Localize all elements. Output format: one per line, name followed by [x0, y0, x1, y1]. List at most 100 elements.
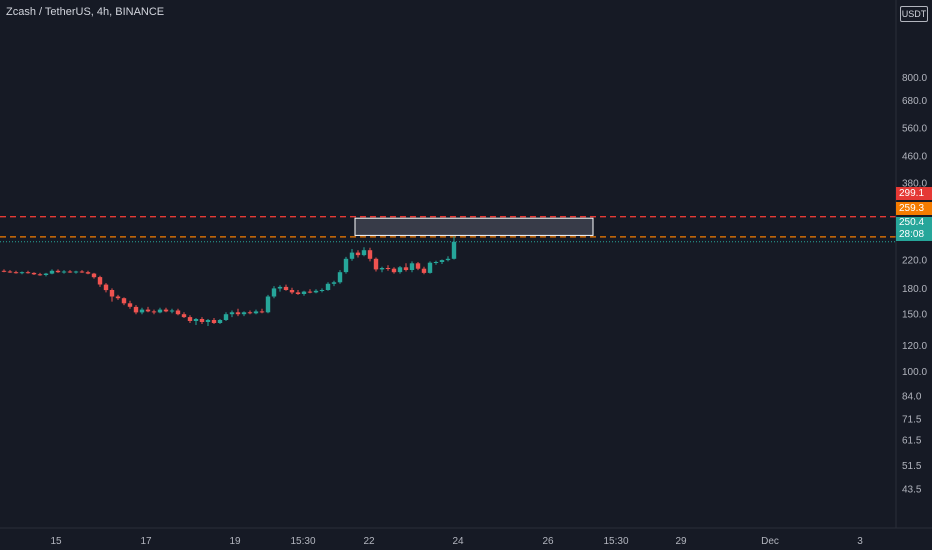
- candle-body: [151, 311, 157, 313]
- candle-body: [133, 306, 139, 313]
- level-price-tag: 259.3: [896, 202, 932, 215]
- candle-body: [19, 272, 25, 274]
- candle-body: [157, 309, 163, 313]
- candle-body: [415, 263, 421, 269]
- last-price-value: 250.4: [899, 217, 925, 228]
- horizontal-levels: [0, 216, 896, 243]
- candle-body: [271, 288, 277, 297]
- candle-body: [229, 312, 235, 315]
- candlestick-series: [1, 236, 457, 326]
- candle-body: [373, 258, 379, 270]
- candle-body: [301, 291, 307, 294]
- price-tick-label: 180.0: [902, 284, 927, 295]
- candle-body: [361, 250, 367, 256]
- time-tick-label: 3: [857, 536, 863, 547]
- candle-body: [217, 320, 223, 323]
- candle-body: [187, 317, 193, 321]
- candle-body: [409, 263, 415, 270]
- candle-body: [391, 268, 397, 273]
- candle-body: [337, 272, 343, 283]
- price-tick-label: 61.5: [902, 436, 922, 447]
- candle-body: [67, 271, 73, 273]
- candle-body: [379, 268, 385, 270]
- candle-body: [79, 271, 85, 273]
- candle-body: [403, 267, 409, 270]
- candle-body: [445, 258, 451, 261]
- candle-body: [433, 262, 439, 263]
- last-price-tag: 250.4 28:08: [896, 217, 932, 241]
- candle-body: [247, 312, 253, 314]
- candle-body: [319, 290, 325, 291]
- price-tick-label: 800.0: [902, 73, 927, 84]
- candle-body: [43, 273, 49, 275]
- price-zone-layer: [354, 217, 594, 236]
- time-tick-label: 15:30: [290, 536, 315, 547]
- time-tick-label: 26: [542, 536, 554, 547]
- candle-body: [91, 273, 97, 278]
- candle-body: [325, 283, 331, 290]
- candle-body: [169, 310, 175, 312]
- time-tick-label: 15: [50, 536, 62, 547]
- price-tick-label: 100.0: [902, 367, 927, 378]
- candle-body: [355, 252, 361, 256]
- candle-body: [349, 252, 355, 259]
- candle-body: [115, 296, 121, 299]
- resistance-price-tag: 299.1: [896, 187, 932, 200]
- time-tick-label: 22: [363, 536, 375, 547]
- candle-body: [145, 309, 151, 312]
- time-tick-label: 24: [452, 536, 464, 547]
- candle-body: [343, 258, 349, 273]
- candle-body: [427, 262, 433, 273]
- candle-body: [103, 284, 109, 291]
- price-tick-label: 460.0: [902, 151, 927, 162]
- candle-body: [193, 319, 199, 321]
- candle-body: [139, 309, 145, 313]
- time-axis[interactable]: 15 17 19 15:30 22 24 26 15:30 29 Dec 3: [50, 536, 863, 547]
- candle-body: [205, 320, 211, 322]
- bar-countdown: 28:08: [899, 229, 925, 240]
- candle-body: [1, 270, 7, 272]
- candle-body: [277, 286, 283, 289]
- candle-body: [289, 290, 295, 293]
- price-tick-label: 380.0: [902, 178, 927, 189]
- time-tick-label: 29: [675, 536, 687, 547]
- price-tick-label: 43.5: [902, 485, 922, 496]
- candle-body: [331, 282, 337, 284]
- price-tick-label: 220.0: [902, 256, 927, 267]
- candle-body: [235, 312, 241, 315]
- candle-body: [31, 272, 37, 275]
- candle-body: [109, 290, 115, 297]
- time-tick-label: 17: [140, 536, 152, 547]
- candle-body: [85, 272, 91, 274]
- candle-body: [211, 320, 217, 323]
- candle-body: [397, 267, 403, 273]
- candle-body: [13, 272, 19, 274]
- price-axis[interactable]: 43.5 51.5 61.5 71.5 84.0 100.0 120.0 150.0 180.0…: [902, 73, 927, 495]
- symbol-title: Zcash / TetherUS, 4h, BINANCE: [6, 6, 165, 18]
- candle-body: [163, 309, 169, 312]
- price-tick-label: 560.0: [902, 124, 927, 135]
- candle-body: [37, 274, 43, 276]
- candle-body: [223, 314, 229, 320]
- candle-body: [367, 250, 373, 259]
- price-tick-label: 71.5: [902, 414, 922, 425]
- candle-body: [265, 296, 271, 313]
- candle-body: [295, 292, 301, 294]
- candle-body: [55, 270, 61, 273]
- time-tick-label: Dec: [761, 536, 779, 547]
- price-tick-label: 680.0: [902, 96, 927, 107]
- currency-badge[interactable]: USDT: [900, 6, 928, 22]
- candle-body: [73, 271, 79, 273]
- candle-body: [253, 311, 259, 314]
- price-tick-label: 120.0: [902, 341, 927, 352]
- candle-body: [175, 310, 181, 315]
- candle-body: [451, 241, 457, 259]
- candle-body: [97, 277, 103, 285]
- candle-body: [385, 268, 391, 269]
- time-tick-label: 19: [229, 536, 241, 547]
- price-tick-label: 51.5: [902, 461, 922, 472]
- candle-body: [121, 298, 127, 304]
- candle-body: [199, 319, 205, 322]
